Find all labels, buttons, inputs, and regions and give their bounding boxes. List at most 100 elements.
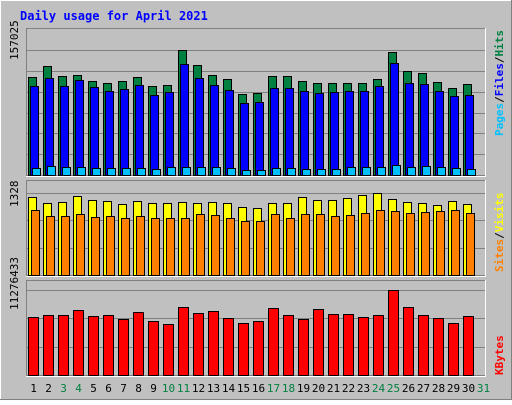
max-value-label: 11276433 [8, 257, 21, 310]
bar-files-day-17 [270, 88, 279, 176]
bar-files-day-13 [210, 85, 219, 176]
x-tick-label-day-29: 29 [447, 382, 460, 395]
x-tick-label-day-14: 14 [222, 382, 236, 395]
x-tick-label-day-9: 9 [150, 382, 157, 395]
chart-title: Daily usage for April 2021 [20, 9, 208, 23]
bar-pages-day-20 [317, 169, 326, 176]
bar-pages-day-14 [227, 168, 236, 176]
bar-pages-day-11 [182, 167, 191, 176]
x-tick-label-day-18: 18 [282, 382, 295, 395]
bar-pages-day-24 [377, 167, 386, 176]
bar-sites-day-5 [91, 217, 100, 276]
bar-files-day-8 [135, 85, 144, 176]
bar-sites-day-4 [76, 214, 85, 276]
bar-kbytes-day-10 [163, 324, 174, 376]
x-tick-label-day-5: 5 [90, 382, 97, 395]
x-tick-label-day-17: 17 [267, 382, 280, 395]
bar-kbytes-day-22 [343, 314, 354, 376]
legend-item-sites: Sites [493, 239, 506, 272]
bar-pages-day-8 [137, 168, 146, 176]
bar-kbytes-day-12 [193, 313, 204, 376]
x-tick-label-day-11: 11 [177, 382, 190, 395]
bar-pages-day-22 [347, 167, 356, 176]
legend-kbytes: KBytes [493, 335, 506, 375]
x-tick-label-day-7: 7 [120, 382, 127, 395]
bar-sites-day-29 [451, 210, 460, 276]
x-tick-label-day-30: 30 [462, 382, 475, 395]
bar-sites-day-18 [286, 218, 295, 276]
bar-files-day-15 [240, 103, 249, 176]
x-tick-label-day-26: 26 [402, 382, 415, 395]
bar-pages-day-17 [272, 168, 281, 176]
bar-kbytes-day-4 [73, 310, 84, 376]
bar-sites-day-15 [241, 221, 250, 276]
bar-kbytes-day-11 [178, 307, 189, 376]
panel-visits-sites: 1328 Sites/Visits [8, 180, 506, 277]
x-tick-label-day-23: 23 [357, 382, 370, 395]
bar-files-day-25 [390, 63, 399, 176]
bar-kbytes-day-5 [88, 316, 99, 376]
bar-files-day-3 [60, 86, 69, 176]
x-axis-day-labels: 1 2 3 4 5 6 7 8 9 10 11 12 13 14 15 16 17 18 19 20 21 22 23 24 2… [30, 382, 490, 395]
bar-sites-day-7 [121, 218, 130, 276]
bar-pages-day-10 [167, 167, 176, 176]
bar-pages-day-7 [122, 168, 131, 176]
bar-files-day-19 [300, 91, 309, 176]
bar-pages-day-19 [302, 169, 311, 176]
bar-pages-day-27 [422, 166, 431, 176]
bar-pages-day-1 [32, 168, 41, 176]
bar-pages-day-26 [407, 167, 416, 176]
bar-kbytes-day-23 [358, 317, 369, 376]
bar-files-day-2 [45, 78, 54, 176]
bar-kbytes-day-9 [148, 321, 159, 376]
bar-files-day-24 [375, 86, 384, 176]
bar-kbytes-day-20 [313, 309, 324, 376]
bar-files-day-4 [75, 80, 84, 176]
legend-visits-sites: Sites/Visits [493, 193, 506, 273]
bar-files-day-14 [225, 90, 234, 176]
bar-sites-day-16 [256, 221, 265, 276]
bar-files-day-16 [255, 102, 264, 176]
max-value-label: 157025 [8, 20, 21, 60]
bar-pages-day-13 [212, 167, 221, 176]
bar-sites-day-11 [181, 218, 190, 276]
bar-files-day-28 [435, 91, 444, 176]
bar-files-day-22 [345, 91, 354, 176]
bar-pages-day-2 [47, 166, 56, 176]
x-tick-label-day-4: 4 [75, 382, 82, 395]
bar-pages-day-18 [287, 168, 296, 176]
bar-sites-day-24 [376, 210, 385, 276]
x-tick-label-day-27: 27 [417, 382, 430, 395]
x-tick-label-day-3: 3 [60, 382, 67, 395]
legend-separator: / [493, 56, 506, 63]
legend-item-hits: Hits [493, 30, 506, 57]
bar-sites-day-12 [196, 214, 205, 276]
bar-sites-day-25 [391, 211, 400, 276]
bar-files-day-26 [405, 83, 414, 176]
bar-kbytes-day-14 [223, 318, 234, 376]
bar-kbytes-day-7 [118, 319, 129, 376]
bar-pages-day-29 [452, 168, 461, 176]
bar-pages-day-16 [257, 170, 266, 176]
legend-item-pages: Pages [493, 103, 506, 136]
bar-files-day-18 [285, 88, 294, 176]
bar-sites-day-26 [406, 213, 415, 276]
legend-item-kbytes: KBytes [493, 335, 506, 375]
legend-item-visits: Visits [493, 193, 506, 233]
x-tick-label-day-10: 10 [162, 382, 175, 395]
bar-kbytes-day-27 [418, 315, 429, 376]
x-tick-label-day-2: 2 [45, 382, 52, 395]
bar-files-day-27 [420, 84, 429, 176]
bar-kbytes-day-6 [103, 315, 114, 376]
bar-pages-day-15 [242, 170, 251, 176]
bar-sites-day-19 [301, 214, 310, 276]
bar-files-day-5 [90, 87, 99, 176]
x-tick-label-day-24: 24 [372, 382, 386, 395]
bar-sites-day-8 [136, 216, 145, 276]
bar-files-day-7 [120, 89, 129, 176]
bar-sites-day-20 [316, 214, 325, 276]
bar-files-day-29 [450, 96, 459, 176]
panel-kbytes: 11276433 KBytes [8, 257, 506, 377]
